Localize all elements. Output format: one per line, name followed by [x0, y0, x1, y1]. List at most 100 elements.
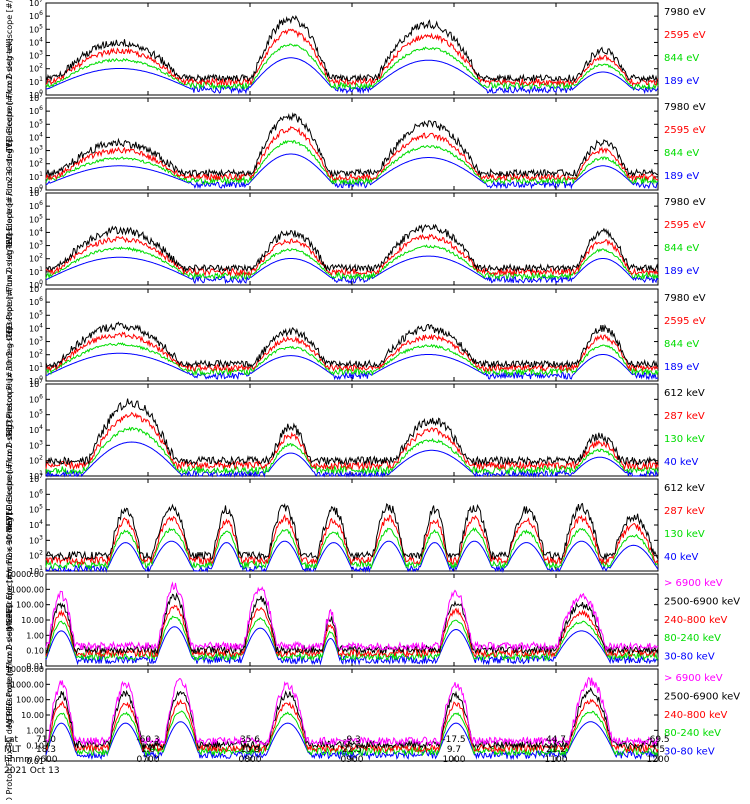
footer-tick-hhmm: 1200: [647, 755, 670, 765]
legend-entry: 130 keV: [664, 529, 705, 540]
legend-entry: 612 keV: [664, 483, 705, 494]
y-axis-label: TED Electron Flux 30 deg telescope [#/cm…: [5, 39, 14, 251]
y-tick-label: 105: [29, 23, 43, 34]
y-tick-label: 101: [29, 470, 43, 481]
legend-entry: 2500-6900 keV: [664, 596, 740, 607]
series-line: [45, 223, 659, 273]
series-line: [45, 698, 659, 754]
series-line: [45, 686, 659, 751]
panel-7: 0.01 0.10 1.00 10.00 100.00 1000.00 10000.00ME…: [5, 512, 740, 727]
series-line: [45, 139, 658, 186]
legend-entry: 80-240 keV: [664, 728, 721, 739]
footer-tick-hhmm: 0800: [239, 755, 262, 765]
y-tick-label: 106: [29, 10, 43, 21]
series-line: [45, 426, 659, 476]
series-line: [45, 43, 659, 91]
panel-4: 100 101 102 103 104 105 106 107 TED Proton Flux …: [5, 233, 706, 438]
y-tick-label: 103: [29, 145, 43, 156]
legend-entry: 189 eV: [664, 76, 699, 87]
legend-entry: 844 eV: [664, 339, 699, 350]
y-tick-label: 100: [29, 184, 43, 195]
legend-entry: 7980 eV: [664, 293, 706, 304]
legend-entry: 844 eV: [664, 53, 699, 64]
legend-entry: 844 eV: [664, 243, 699, 254]
footer-tick-hhmm: 0900: [341, 755, 364, 765]
y-axis-label: MEPED Electron Flux 0 deg telescope [#/c…: [5, 328, 14, 533]
footer-tick-mlt: 21.2: [546, 745, 566, 755]
legend-entry: 2595 eV: [664, 30, 706, 41]
y-tick-label: 10000.00: [6, 570, 44, 579]
footer-tick-lat: 35.6: [240, 735, 260, 745]
legend-entry: 287 keV: [664, 506, 705, 517]
y-tick-label: 100: [29, 375, 43, 386]
y-tick-label: 105: [29, 409, 43, 420]
y-axis-label: MEPED Electron Flux 90 deg telescope [#/…: [5, 420, 14, 630]
footer-row-label: hhmm: [4, 755, 33, 765]
y-tick-label: 101: [29, 565, 43, 576]
footer-tick-mlt: 9.7: [447, 745, 461, 755]
footer-tick-lat: -69.5: [646, 735, 669, 745]
series-line: [45, 125, 659, 182]
legend-entry: 612 keV: [664, 388, 705, 399]
y-tick-label: 1000.00: [11, 585, 44, 594]
y-tick-label: 0.01: [26, 757, 44, 766]
footer-tick-mlt: 7.5: [651, 745, 665, 755]
legend-entry: 80-240 keV: [664, 633, 721, 644]
y-tick-label: 105: [29, 309, 43, 320]
y-tick-label: 105: [29, 118, 43, 129]
series-line: [45, 502, 659, 562]
y-tick-label: 0.10: [26, 647, 44, 656]
panel-2: 100 101 102 103 104 105 106 107 TED Electron Flu…: [5, 39, 706, 251]
y-tick-label: 107: [29, 0, 43, 8]
series-line: [45, 441, 659, 478]
series-line: [45, 28, 659, 88]
legend-entry: 2595 eV: [664, 316, 706, 327]
y-tick-label: 1.00: [26, 631, 44, 640]
y-axis-label: MEPED Proton Flux 90 deg telescope [#/cm…: [5, 605, 14, 800]
footer-tick-mlt: 22.5: [342, 745, 362, 755]
footer-tick-hhmm: 1000: [443, 755, 466, 765]
legend-entry: 2595 eV: [664, 125, 706, 136]
footer-tick-hhmm: 0600: [35, 755, 58, 765]
y-tick-label: 106: [29, 393, 43, 404]
y-tick-label: 106: [29, 296, 43, 307]
footer-row-label: Lat: [4, 735, 19, 745]
y-tick-label: 107: [29, 473, 43, 484]
panel-6: 101 102 103 104 105 106 107 MEPED Electron Flux…: [5, 420, 705, 630]
footer-date: 2021 Oct 13: [4, 766, 60, 776]
series-line: [45, 398, 659, 467]
series-line: [45, 411, 659, 471]
legend-entry: > 6900 keV: [664, 673, 723, 684]
y-tick-label: 104: [29, 226, 43, 237]
y-tick-label: 101: [29, 171, 43, 182]
series-line: [45, 112, 659, 178]
y-tick-label: 104: [29, 519, 43, 530]
y-axis-label: TED Proton Flux 0 deg telescope [#/cm2-s…: [5, 140, 14, 340]
series-line: [45, 331, 659, 373]
footer-tick-hhmm: 0700: [137, 755, 160, 765]
y-tick-label: 104: [29, 131, 43, 142]
series-line: [45, 244, 659, 281]
y-tick-label: 102: [29, 349, 43, 360]
series-line: [45, 676, 659, 747]
y-tick-label: 10.00: [21, 711, 44, 720]
series-line: [45, 540, 659, 573]
panel-8: 0.01 0.10 1.00 10.00 100.00 1000.00 10000.00ME…: [5, 605, 740, 804]
y-tick-label: 102: [29, 253, 43, 264]
y-tick-label: 1000.00: [11, 680, 44, 689]
legend-entry: 130 keV: [664, 434, 705, 445]
footer-tick-mlt: 18.3: [36, 745, 56, 755]
legend-entry: 189 eV: [664, 362, 699, 373]
footer-tick-mlt: 1.6: [141, 745, 156, 755]
footer-tick-lat: -60.3: [136, 735, 159, 745]
legend-entry: 240-800 keV: [664, 615, 728, 626]
series-line: [45, 615, 659, 662]
y-tick-label: 100.00: [16, 696, 44, 705]
legend-entry: > 6900 keV: [664, 578, 723, 589]
legend-entry: 189 eV: [664, 171, 699, 182]
legend-entry: 7980 eV: [664, 197, 706, 208]
y-tick-label: 106: [29, 200, 43, 211]
y-tick-label: 101: [29, 266, 43, 277]
